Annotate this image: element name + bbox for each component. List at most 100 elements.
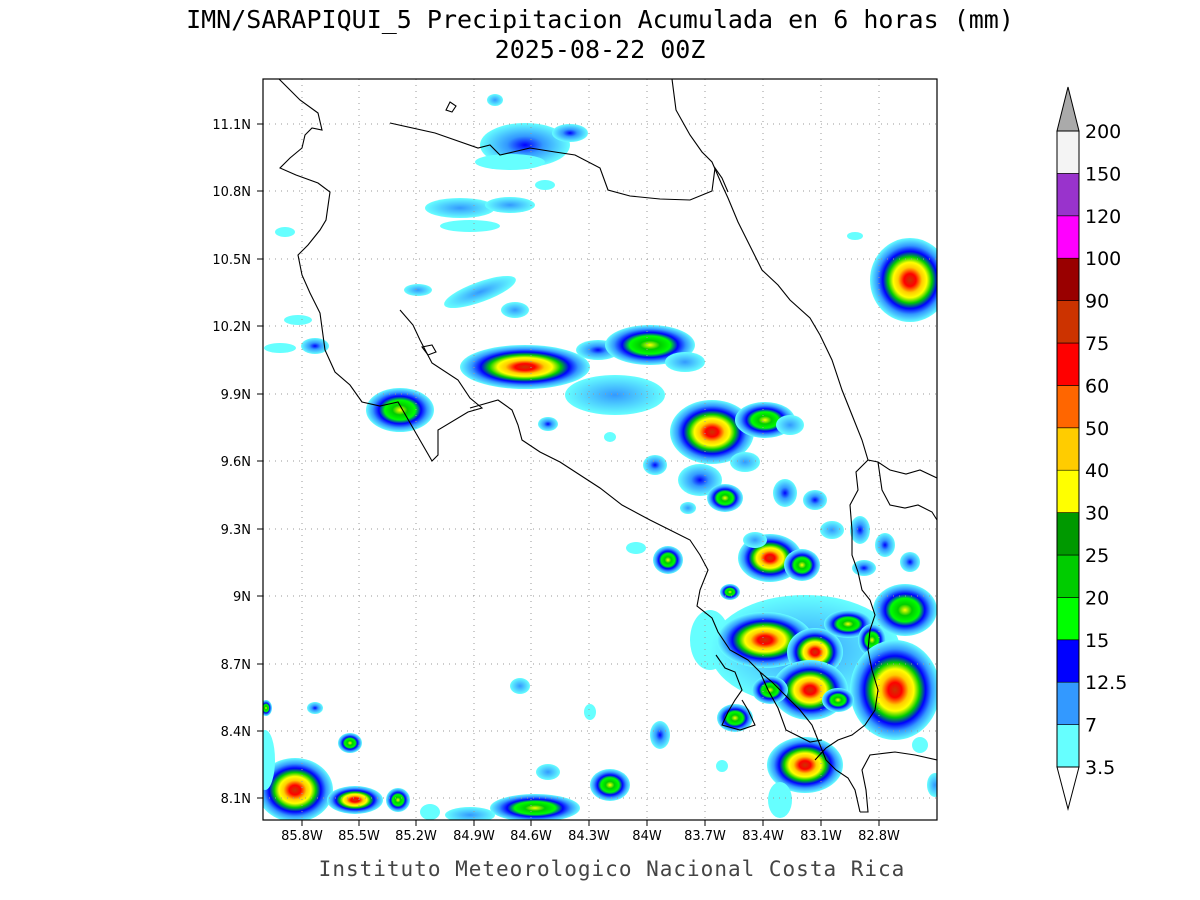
colorbar-level-label: 3.5 xyxy=(1085,757,1115,779)
precip-cell xyxy=(927,773,937,797)
colorbar-legend: 3.5 7 12.5 15 20 25 30 40 50 60 75 90 100 120 150 200 xyxy=(1056,86,1127,811)
precip-cell xyxy=(485,197,535,213)
axis-ticks xyxy=(257,123,880,826)
lon-tick-label: 84.3W xyxy=(568,829,610,844)
precip-cell xyxy=(847,232,863,240)
lat-tick-label: 11.1N xyxy=(212,118,251,133)
precip-cell xyxy=(852,560,876,576)
colorbar-level-label: 15 xyxy=(1085,630,1109,652)
precip-cell xyxy=(327,786,383,814)
colorbar-level-label: 200 xyxy=(1085,121,1121,143)
precip-cell xyxy=(338,733,362,753)
precip-cell xyxy=(538,417,558,431)
colorbar-level-label: 120 xyxy=(1085,206,1121,228)
precip-cell xyxy=(900,552,920,572)
colorbar-swatch xyxy=(1056,724,1080,768)
colorbar-level-label: 50 xyxy=(1085,418,1109,440)
precip-cell xyxy=(716,760,728,772)
colorbar-level-label: 100 xyxy=(1085,248,1121,270)
pacific-coast-north xyxy=(278,79,484,462)
precip-cell xyxy=(850,516,870,544)
colorbar-swatch xyxy=(1056,639,1080,683)
precip-cell xyxy=(386,788,410,812)
map-title: IMN/SARAPIQUI_5 Precipitacion Acumulada … xyxy=(186,5,1014,34)
colorbar-bottom-arrow xyxy=(1056,766,1080,811)
colorbar-top-arrow xyxy=(1056,86,1080,132)
map-plot-area: 85.8W 85.5W 85.2W 84.9W 84.6W 84.3W 84W … xyxy=(212,78,938,844)
lon-tick-label: 83.1W xyxy=(800,829,842,844)
colorbar-swatch xyxy=(1056,385,1080,429)
precip-cell xyxy=(720,584,740,600)
precip-cell xyxy=(650,721,670,749)
osa-peninsula xyxy=(715,654,756,731)
precip-cell xyxy=(768,782,792,818)
precipitation-field xyxy=(263,94,937,820)
precip-cell xyxy=(301,338,329,354)
lat-labels: 11.1N 10.8N 10.5N 10.2N 9.9N 9.6N 9.3N 9… xyxy=(212,118,251,807)
precip-cell xyxy=(875,533,895,557)
lat-tick-label: 9.3N xyxy=(221,523,251,538)
precip-cell xyxy=(822,688,854,712)
precip-cell xyxy=(730,452,760,472)
precip-cell xyxy=(767,737,843,793)
precip-cell xyxy=(264,343,296,353)
caribbean-coast xyxy=(671,79,937,479)
precip-cell xyxy=(565,375,665,415)
colorbar-swatch xyxy=(1056,427,1080,471)
precip-cell xyxy=(536,764,560,780)
precip-cell xyxy=(643,455,667,475)
precip-cell xyxy=(870,238,937,322)
precip-cell xyxy=(590,769,630,801)
colorbar-level-label: 40 xyxy=(1085,460,1109,482)
coastlines-borders xyxy=(278,79,937,813)
map-frame xyxy=(262,78,938,821)
colorbar-swatch xyxy=(1056,257,1080,301)
lon-tick-label: 84.9W xyxy=(453,829,495,844)
precip-cell xyxy=(535,180,555,190)
colorbar-frame xyxy=(1056,130,1080,768)
colorbar-level-label: 75 xyxy=(1085,333,1109,355)
colorbar-swatch xyxy=(1056,342,1080,386)
lon-tick-label: 82.8W xyxy=(858,829,900,844)
lat-tick-label: 9.9N xyxy=(221,388,251,403)
precip-cell xyxy=(773,479,797,507)
lon-tick-label: 83.7W xyxy=(684,829,726,844)
precip-cell xyxy=(653,546,683,574)
lon-tick-label: 85.8W xyxy=(281,829,323,844)
map-datetime: 2025-08-22 00Z xyxy=(495,35,706,64)
colorbar-level-label: 7 xyxy=(1085,715,1097,737)
precip-cell xyxy=(420,804,440,820)
precip-cell xyxy=(584,704,596,720)
precip-cell xyxy=(425,198,495,218)
golfito-coast xyxy=(759,671,823,743)
precip-cell xyxy=(873,584,937,636)
precip-cell xyxy=(263,700,272,716)
precip-cell xyxy=(501,302,529,318)
lon-tick-label: 84.6W xyxy=(510,829,552,844)
lat-tick-label: 9.6N xyxy=(221,455,251,470)
footer-credit: Instituto Meteorologico Nacional Costa R… xyxy=(319,857,906,881)
precip-cell xyxy=(444,275,516,309)
colorbar-swatch xyxy=(1056,173,1080,217)
lat-tick-label: 10.8N xyxy=(212,185,251,200)
lon-tick-label: 85.2W xyxy=(395,829,437,844)
colorbar-swatch xyxy=(1056,130,1080,174)
precip-cell xyxy=(752,676,788,704)
precip-cell xyxy=(717,704,753,732)
lon-tick-label: 83.4W xyxy=(742,829,784,844)
precip-cell xyxy=(626,542,646,554)
colorbar-swatch xyxy=(1056,512,1080,556)
colorbar-swatch xyxy=(1056,215,1080,259)
colorbar-swatch xyxy=(1056,469,1080,513)
precip-cell xyxy=(366,388,434,432)
precip-cell xyxy=(820,521,844,539)
colorbar-swatch xyxy=(1056,681,1080,725)
lon-labels: 85.8W 85.5W 85.2W 84.9W 84.6W 84.3W 84W … xyxy=(281,829,900,844)
precip-cell xyxy=(440,220,500,232)
precip-cell xyxy=(460,345,590,389)
precip-cell xyxy=(552,124,588,142)
gulf-nicoya-coast xyxy=(469,399,861,813)
precip-cell xyxy=(707,484,743,512)
precip-cell xyxy=(510,678,530,694)
panama-border xyxy=(814,459,879,761)
